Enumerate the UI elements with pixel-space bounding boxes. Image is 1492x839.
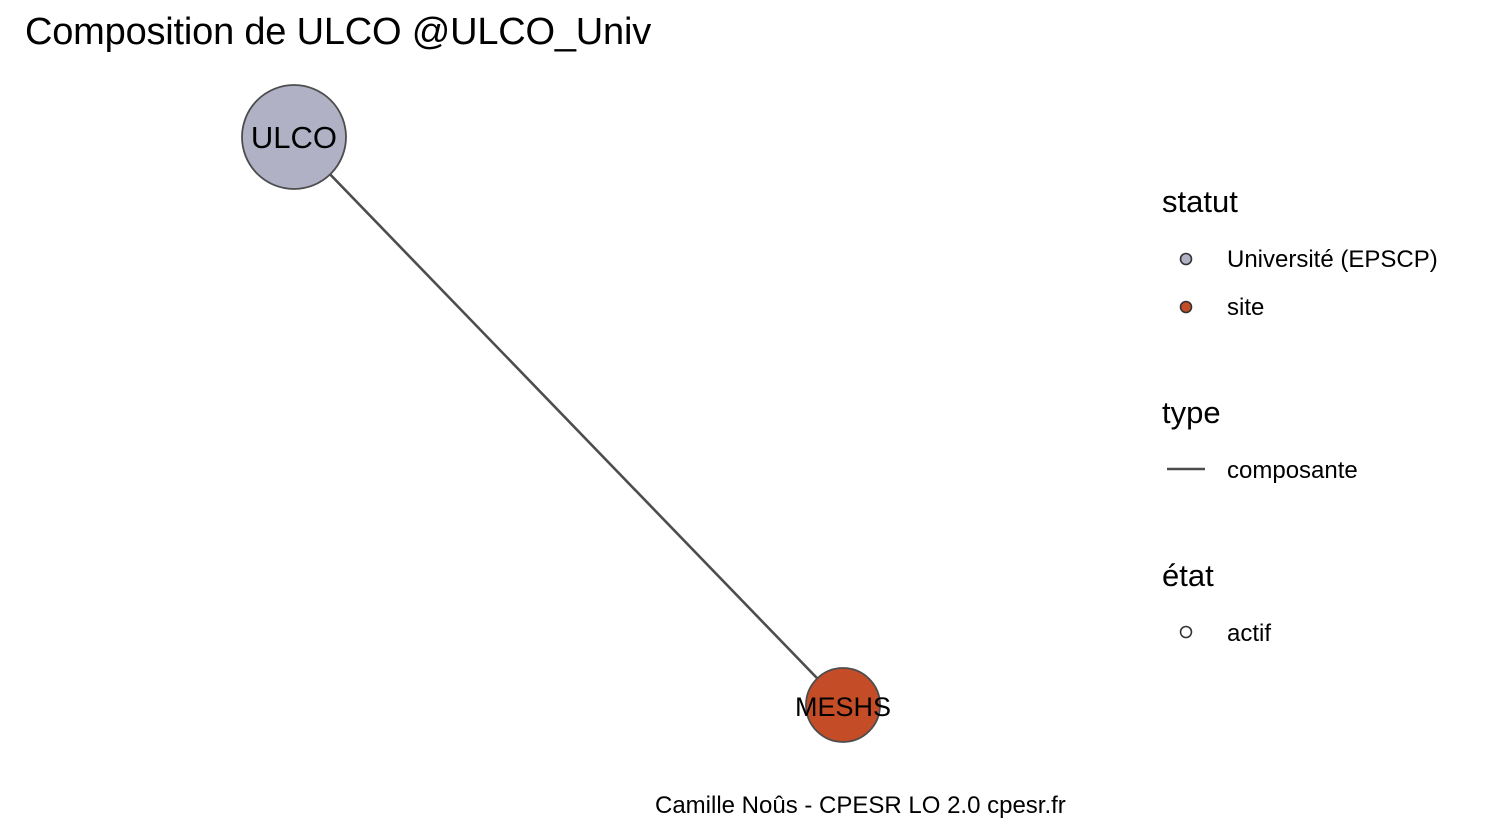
legend-etat-title: état — [1162, 558, 1214, 593]
node-meshs: MESHS — [795, 667, 891, 743]
node-meshs-label: MESHS — [795, 692, 891, 722]
legend-statut-universite-key — [1179, 252, 1193, 266]
legend-type-composante-label: composante — [1227, 457, 1358, 484]
legend-statut-site-key — [1179, 300, 1193, 314]
legend-statut-title: statut — [1162, 184, 1238, 219]
node-ulco: ULCO — [241, 84, 347, 190]
caption-text: Camille Noûs - CPESR LO 2.0 cpesr.fr — [655, 792, 1066, 819]
node-ulco-circle — [241, 84, 347, 190]
legend-dot-icon — [1179, 252, 1193, 266]
legend-etat-actif-label: actif — [1227, 620, 1272, 647]
page-title: Composition de ULCO @ULCO_Univ — [25, 11, 652, 53]
legend-statut-universite-label: Université (EPSCP) — [1227, 246, 1438, 273]
node-ulco-label: ULCO — [251, 120, 337, 155]
legend-etat-actif-key — [1179, 625, 1193, 639]
legend-type-composante-key — [1167, 467, 1205, 471]
node-meshs-circle — [805, 667, 881, 743]
legend-dot-icon — [1179, 300, 1193, 314]
edge-ulco-meshs — [293, 136, 844, 706]
legend-circle-outline-icon — [1179, 625, 1193, 639]
legend-statut-site-label: site — [1227, 294, 1265, 321]
legend-type-title: type — [1162, 395, 1221, 430]
